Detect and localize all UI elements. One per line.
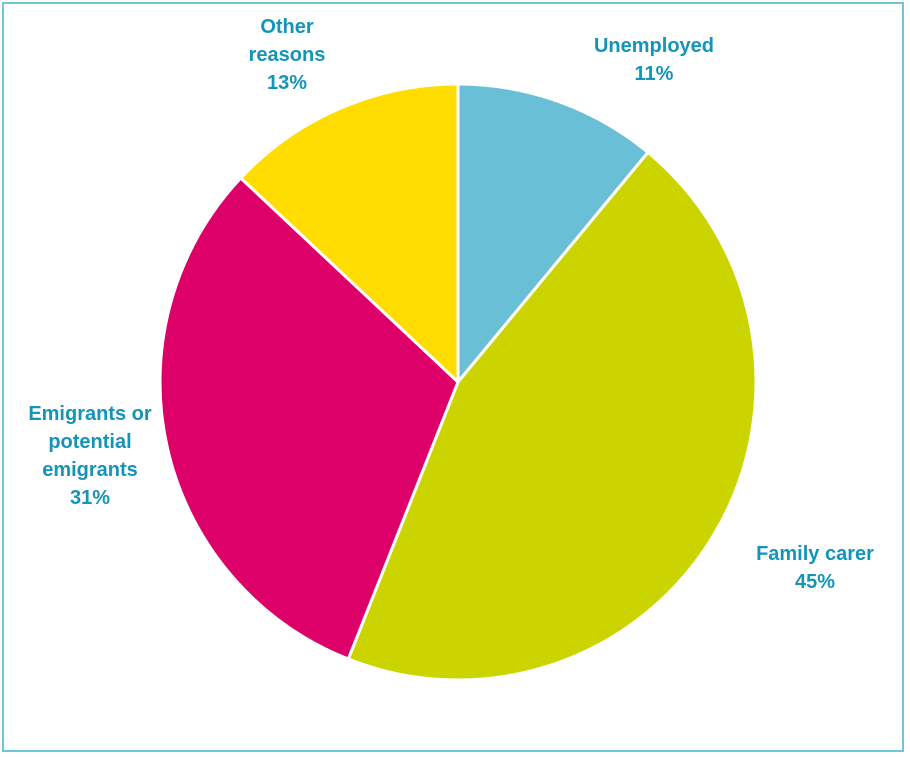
slice-percent: 11%: [635, 63, 674, 85]
slice-label-1: Family carer 45%: [756, 543, 874, 593]
slice-percent: 31%: [70, 487, 110, 509]
slice-label-line: Family carer: [756, 543, 874, 565]
slice-percent: 45%: [795, 571, 835, 593]
slice-percent: 13%: [267, 72, 307, 94]
pie-slice-0: [456, 82, 650, 384]
slice-label-line: emigrants: [42, 459, 138, 481]
slice-label-0: Unemployed 11%: [594, 35, 714, 85]
slice-label-line: potential: [48, 431, 131, 453]
slice-label-line: Emigrants or: [28, 403, 152, 425]
pie-slice-3: [239, 82, 460, 384]
slice-label-2: Emigrants or potential emigrants 31%: [28, 403, 152, 509]
slice-label-line: Other: [260, 16, 314, 38]
pie-slice-1: [346, 150, 758, 682]
slice-label-line: Unemployed: [594, 35, 714, 57]
slice-label-3: Other reasons 13%: [249, 16, 326, 94]
pie-labels: Unemployed 11% Family carer 45% Emigrants or…: [28, 16, 874, 593]
pie-slices: [158, 82, 758, 682]
slice-label-line: reasons: [249, 44, 326, 66]
pie-slice-2: [158, 176, 460, 661]
